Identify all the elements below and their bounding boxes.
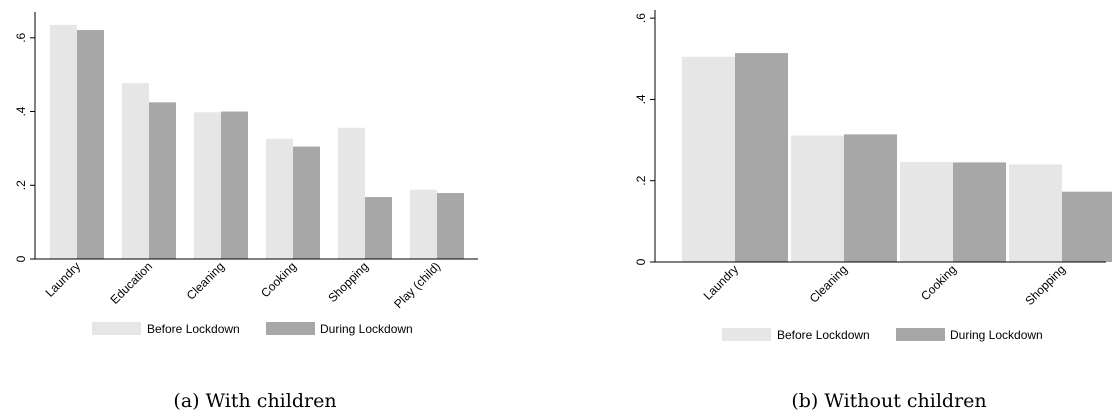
legend-label-before-lockdown: Before Lockdown xyxy=(147,322,240,336)
y-tick-label: .4 xyxy=(14,106,28,116)
bar-cooking-during-lockdown xyxy=(293,146,320,259)
bar-play-child-during-lockdown xyxy=(437,193,464,259)
x-tick-label-cooking: Cooking xyxy=(258,259,299,300)
y-tick-label: .2 xyxy=(634,175,648,185)
legend-swatch-before-lockdown xyxy=(722,328,771,341)
bar-laundry-during-lockdown xyxy=(77,30,104,259)
bar-play-child-before-lockdown xyxy=(410,189,437,259)
caption-without-children: (b) Without children xyxy=(791,390,986,412)
y-tick-label: .4 xyxy=(634,94,648,104)
y-tick-label: .6 xyxy=(14,32,28,42)
x-tick-label-laundry: Laundry xyxy=(43,259,84,300)
legend-swatch-before-lockdown xyxy=(92,322,141,335)
y-tick-label: 0 xyxy=(634,258,648,265)
bar-cooking-before-lockdown xyxy=(266,138,293,259)
bar-laundry-before-lockdown xyxy=(682,56,735,262)
bar-cleaning-during-lockdown xyxy=(221,111,248,259)
bar-laundry-before-lockdown xyxy=(50,24,77,259)
x-tick-label-cooking: Cooking xyxy=(918,262,959,303)
x-tick-label-shopping: Shopping xyxy=(325,259,371,305)
legend-label-before-lockdown: Before Lockdown xyxy=(777,328,870,342)
caption-with-children: (a) With children xyxy=(173,390,336,412)
bar-cleaning-during-lockdown xyxy=(844,134,897,262)
y-tick-label: .6 xyxy=(634,13,648,23)
x-tick-label-laundry: Laundry xyxy=(701,262,742,303)
bar-cleaning-before-lockdown xyxy=(791,135,844,262)
bar-shopping-before-lockdown xyxy=(338,127,365,259)
legend-swatch-during-lockdown xyxy=(896,328,945,341)
legend-swatch-during-lockdown xyxy=(266,322,315,335)
y-tick-label: .2 xyxy=(14,180,28,190)
panel-without-children: Laundry Cleaning Cooking Shopping 0 .2 .4 .6 Bef… xyxy=(634,10,1112,342)
x-tick-label-shopping: Shopping xyxy=(1022,262,1068,308)
bar-laundry-during-lockdown xyxy=(735,53,788,263)
x-tick-label-play-child: Play (child) xyxy=(391,259,443,311)
legend-label-during-lockdown: During Lockdown xyxy=(320,322,413,336)
y-tick-label: 0 xyxy=(14,255,28,262)
bar-shopping-during-lockdown xyxy=(1062,191,1112,262)
bar-education-during-lockdown xyxy=(149,102,176,259)
panel-with-children: Laundry Education Cleaning Cooking Shopping P… xyxy=(14,12,478,336)
legend-label-during-lockdown: During Lockdown xyxy=(950,328,1043,342)
x-tick-label-cleaning: Cleaning xyxy=(807,262,850,305)
bar-cooking-before-lockdown xyxy=(900,162,953,262)
bar-shopping-during-lockdown xyxy=(365,197,392,259)
bar-shopping-before-lockdown xyxy=(1009,164,1062,262)
bar-cleaning-before-lockdown xyxy=(194,112,221,259)
bar-education-before-lockdown xyxy=(122,83,149,259)
x-tick-label-education: Education xyxy=(107,259,155,307)
bar-cooking-during-lockdown xyxy=(953,162,1006,262)
x-tick-label-cleaning: Cleaning xyxy=(184,259,227,302)
